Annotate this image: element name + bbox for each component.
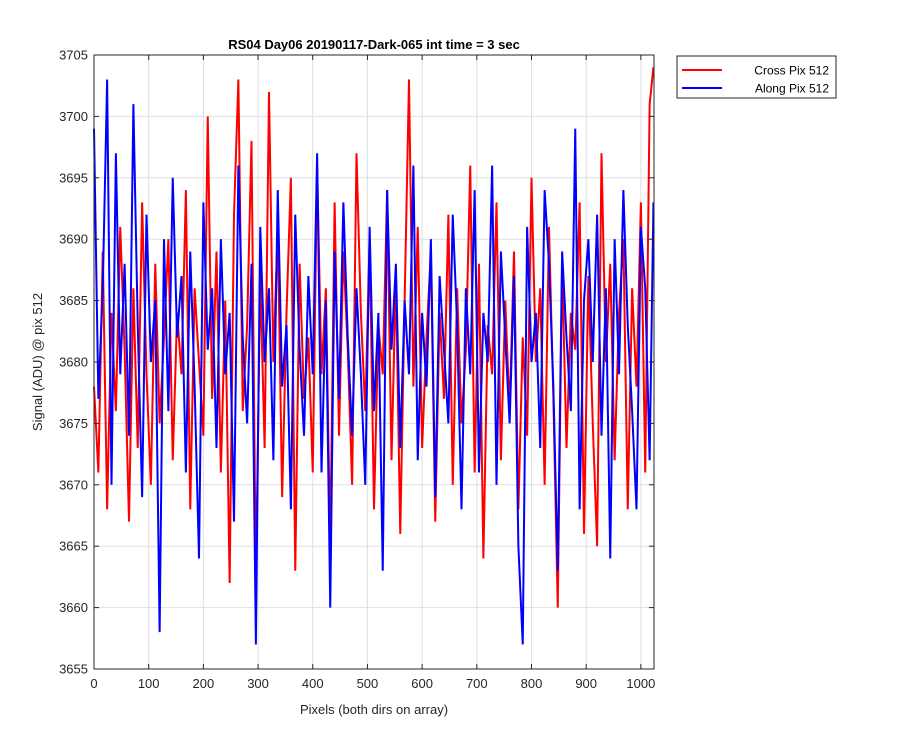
x-tick-label: 900 [575, 676, 597, 691]
x-axis-label: Pixels (both dirs on array) [300, 702, 448, 717]
y-tick-label: 3675 [59, 416, 88, 431]
y-tick-label: 3690 [59, 232, 88, 247]
legend-entries: Cross Pix 512 Along Pix 512 [682, 64, 829, 96]
y-axis-label: Signal (ADU) @ pix 512 [30, 293, 45, 431]
legend-label: Cross Pix 512 [754, 64, 829, 78]
y-tick-label: 3700 [59, 109, 88, 124]
chart-title: RS04 Day06 20190117-Dark-065 int time = … [228, 37, 520, 52]
x-tick-label: 200 [193, 676, 215, 691]
x-tick-label: 800 [521, 676, 543, 691]
plot-series [93, 67, 655, 645]
x-tick-label: 600 [411, 676, 433, 691]
series-line-along-pix-512 [93, 79, 655, 645]
x-tick-label: 0 [90, 676, 97, 691]
y-tick-label: 3680 [59, 355, 88, 370]
x-tick-label: 700 [466, 676, 488, 691]
x-tick-label: 300 [247, 676, 269, 691]
x-tick-label: 100 [138, 676, 160, 691]
legend-label: Along Pix 512 [755, 82, 829, 96]
y-tick-label: 3655 [59, 662, 88, 677]
axis-tick-labels: 0 100 200 300 400 500 600 700 800 900 1000 3655 3660… [59, 48, 655, 692]
legend-box [676, 55, 837, 99]
axis-ticks [93, 54, 654, 670]
y-tick-label: 3705 [59, 48, 88, 63]
legend: Cross Pix 512 Along Pix 512 [676, 55, 837, 99]
y-tick-label: 3665 [59, 539, 88, 554]
x-tick-label: 500 [357, 676, 379, 691]
x-tick-label: 400 [302, 676, 324, 691]
x-tick-label: 1000 [626, 676, 655, 691]
y-tick-label: 3695 [59, 170, 88, 185]
y-tick-label: 3660 [59, 600, 88, 615]
y-tick-label: 3685 [59, 293, 88, 308]
y-tick-label: 3670 [59, 477, 88, 492]
